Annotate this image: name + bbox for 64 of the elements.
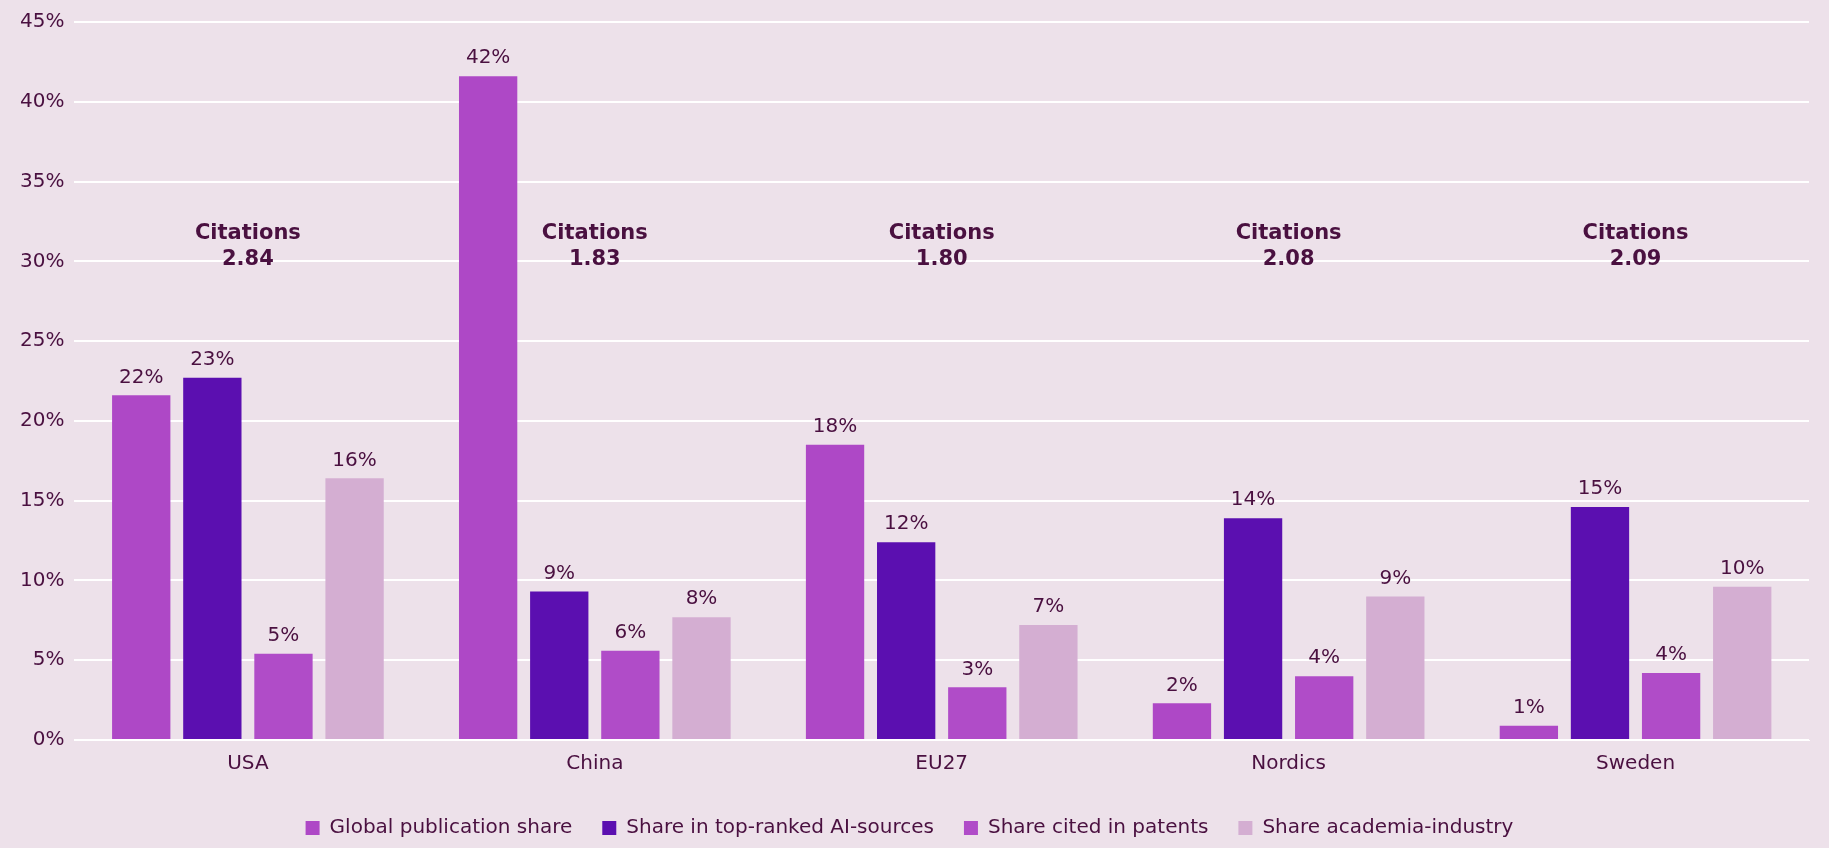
y-tick-label: 30% xyxy=(20,247,65,272)
data-label: 2% xyxy=(1166,671,1198,696)
data-label: 23% xyxy=(190,346,235,371)
annotation: Citations 2.84 xyxy=(194,219,301,270)
data-label: 5% xyxy=(267,622,300,647)
data-label: 9% xyxy=(543,559,576,584)
data-label: 1% xyxy=(1513,693,1545,718)
y-tick-label: 0% xyxy=(32,726,65,751)
data-label: 22% xyxy=(119,363,164,388)
legend-label: Share cited in patents xyxy=(987,814,1209,839)
y-tick-label: 35% xyxy=(20,167,65,192)
bar xyxy=(1019,625,1078,739)
bar xyxy=(1713,586,1772,739)
bar xyxy=(948,687,1007,739)
bar xyxy=(458,76,518,739)
data-label: 10% xyxy=(1719,555,1765,580)
annotation: Citations 2.09 xyxy=(1582,219,1689,270)
legend-label: Share academia-industry xyxy=(1262,814,1514,839)
bar xyxy=(1570,507,1630,739)
y-tick-label: 25% xyxy=(20,327,65,352)
data-label: 8% xyxy=(685,585,718,610)
bar xyxy=(1641,672,1701,739)
bar xyxy=(183,377,242,739)
legend-label: Global publication share xyxy=(329,814,573,839)
bar xyxy=(1152,703,1212,739)
bar xyxy=(1366,596,1425,739)
bar xyxy=(672,617,731,739)
data-label: 18% xyxy=(812,413,858,438)
bar xyxy=(254,653,313,739)
y-tick-label: 5% xyxy=(32,646,65,671)
data-label: 15% xyxy=(1577,475,1623,500)
data-label: 9% xyxy=(1379,564,1412,589)
y-tick-label: 20% xyxy=(20,407,65,432)
annotation: Citations 1.80 xyxy=(888,219,995,270)
x-tick-label: EU27 xyxy=(915,750,969,775)
x-tick-label: China xyxy=(566,750,624,775)
bar xyxy=(601,650,660,739)
data-label: 14% xyxy=(1230,486,1276,511)
bar xyxy=(530,591,589,739)
data-label: 7% xyxy=(1032,593,1065,618)
data-label: 12% xyxy=(883,510,929,535)
bar xyxy=(325,478,384,739)
y-tick-label: 15% xyxy=(20,486,65,511)
x-tick-label: Nordics xyxy=(1251,750,1327,775)
legend-label: Share in top-ranked AI-sources xyxy=(626,814,934,839)
y-tick-label: 45% xyxy=(20,8,65,33)
annotation: Citations 2.08 xyxy=(1235,219,1342,270)
bar xyxy=(1499,725,1559,739)
bar xyxy=(112,395,171,739)
bar xyxy=(1223,518,1283,739)
y-tick-label: 10% xyxy=(20,566,65,591)
data-label: 16% xyxy=(332,446,377,471)
data-label: 4% xyxy=(1655,641,1687,666)
data-label: 42% xyxy=(465,44,511,69)
x-tick-label: USA xyxy=(227,750,269,775)
data-label: 4% xyxy=(1308,644,1341,669)
data-label: 6% xyxy=(614,618,647,643)
bar xyxy=(805,444,865,739)
x-tick-label: Sweden xyxy=(1596,750,1676,775)
bar xyxy=(877,542,936,739)
y-tick-label: 40% xyxy=(20,87,65,112)
data-label: 3% xyxy=(961,655,994,680)
bar xyxy=(1295,676,1354,739)
annotation: Citations 1.83 xyxy=(541,219,648,270)
